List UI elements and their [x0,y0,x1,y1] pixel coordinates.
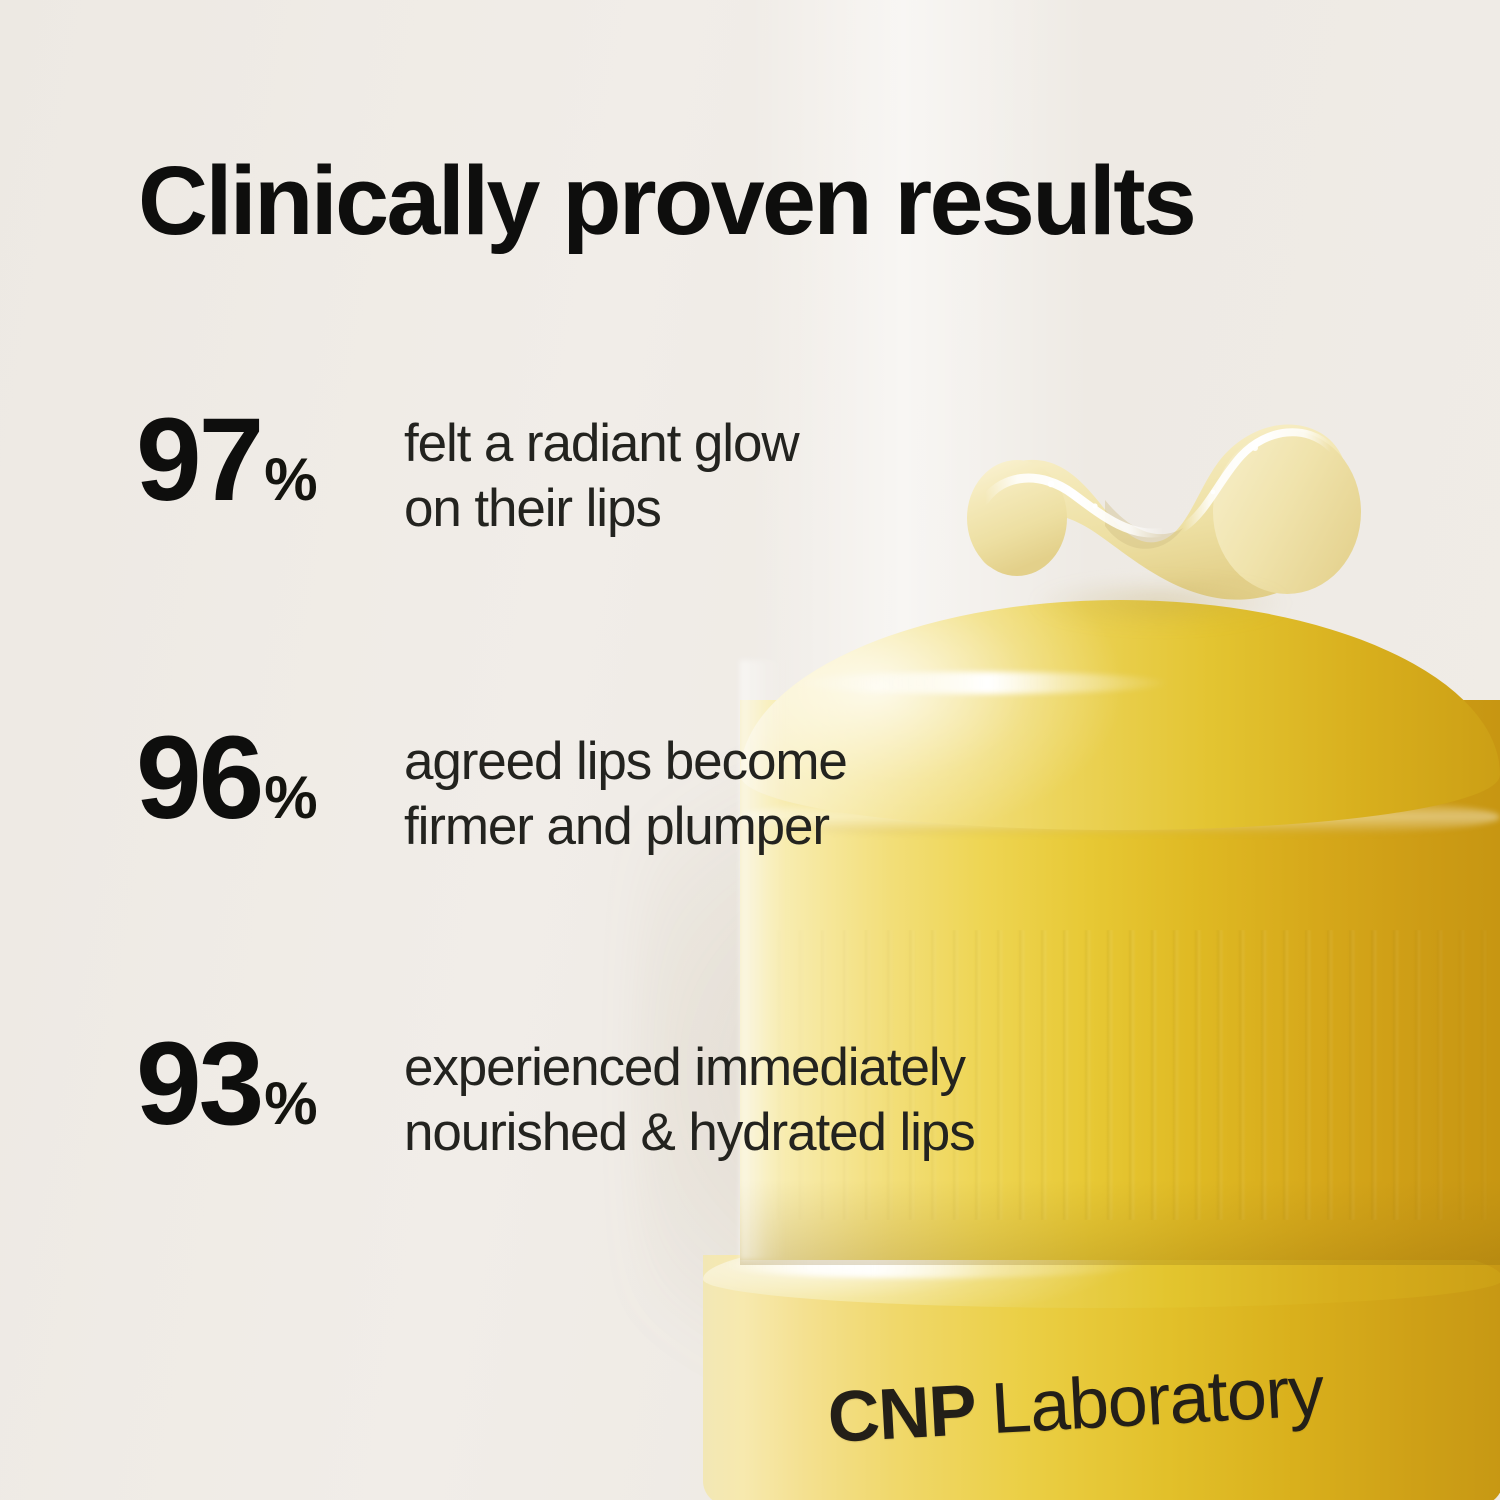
stat-description: agreed lips become firmer and plumper [404,722,848,859]
stat-description-line: felt a radiant glow [404,414,800,473]
stat-value: 96 [136,712,264,844]
stat-figure: 93 % [136,1018,404,1150]
stat-row: 93 % experienced immediately nourished &… [136,1018,976,1165]
balm-swirl [955,408,1365,638]
product-cap-ridge-texture [740,930,1500,1220]
balm-sparkle [1092,503,1098,509]
balm-highlight-left [980,473,1168,538]
balm-sparkle [1210,489,1216,495]
stat-description-line: on their lips [404,478,662,538]
balm-highlight-right [1179,428,1335,532]
stat-row: 96 % agreed lips become firmer and plump… [136,712,848,859]
balm-swirl-shadow [975,568,1345,638]
stat-description-line: nourished & hydrated lips [404,1102,976,1162]
stat-description: felt a radiant glow on their lips [404,404,800,541]
balm-right-lobe [1213,430,1361,594]
stat-figure: 97 % [136,394,404,526]
balm-sparkle [1252,445,1258,451]
stat-unit: % [264,446,317,513]
stat-unit: % [264,764,317,831]
stat-description-line: firmer and plumper [404,796,830,856]
stat-figure: 96 % [136,712,404,844]
stat-row: 97 % felt a radiant glow on their lips [136,394,800,541]
stat-description: experienced immediately nourished & hydr… [404,1028,976,1165]
balm-sparkle [1047,480,1055,488]
page-title: Clinically proven results [138,146,1197,255]
brand-name-primary: CNP [825,1370,978,1458]
stat-unit: % [264,1070,317,1137]
product-cap-bottom-shadow [740,1180,1500,1265]
balm-inner-shade [1105,500,1183,549]
product-cap-left-edge-light [740,660,786,1260]
balm-swirl-shape [967,424,1361,600]
product-cap-specular-highlight [790,672,1170,694]
stat-description-line: experienced immediately [404,1038,966,1097]
stat-description-line: agreed lips become [404,732,848,791]
stat-value: 97 [136,394,264,526]
stat-value: 93 [136,1018,264,1150]
